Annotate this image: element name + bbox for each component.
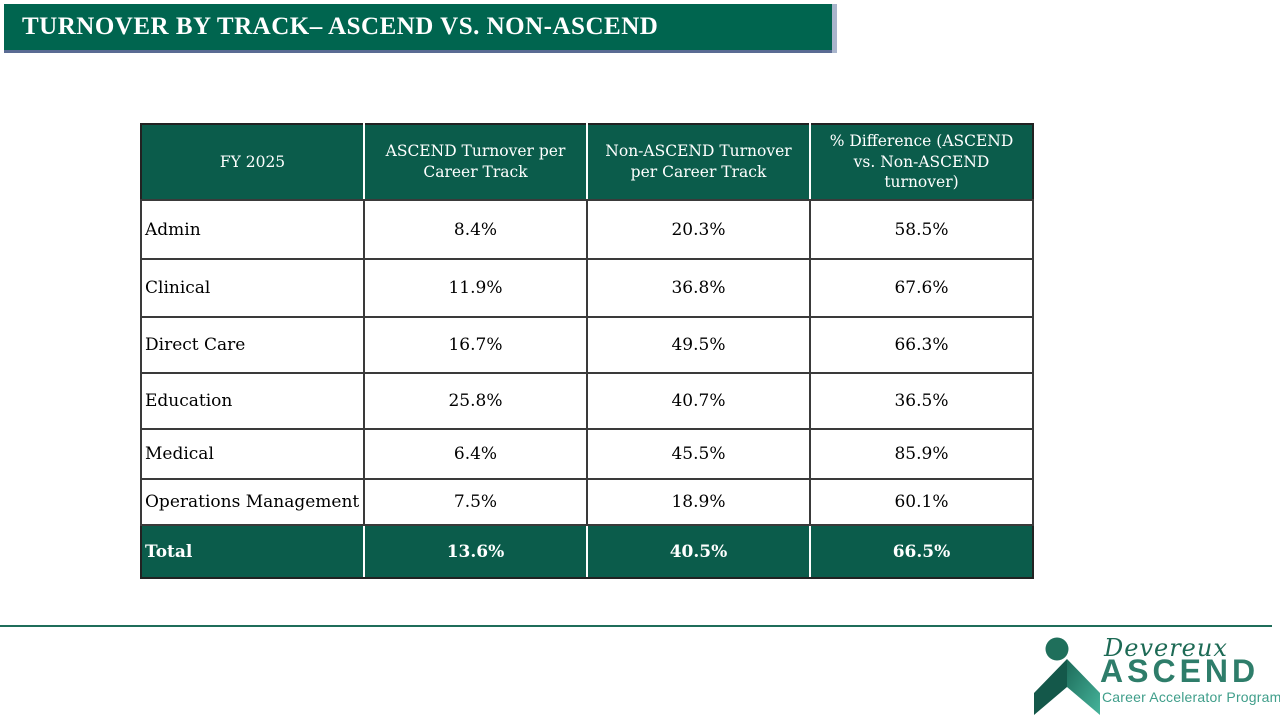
cell-total-label: Total	[140, 524, 365, 579]
logo-brand: Devereux	[1104, 634, 1228, 662]
cell-non-ascend-turnover: 36.8%	[586, 258, 811, 318]
table-header-row: FY 2025 ASCEND Turnover per Career Track…	[140, 123, 1034, 201]
table-row: Admin 8.4% 20.3% 58.5%	[140, 199, 1034, 260]
table-row: Medical 6.4% 45.5% 85.9%	[140, 428, 1034, 480]
cell-ascend-turnover: 25.8%	[363, 372, 588, 430]
cell-total-difference: 66.5%	[809, 524, 1034, 579]
cell-ascend-turnover: 7.5%	[363, 478, 588, 526]
table-total-row: Total 13.6% 40.5% 66.5%	[140, 524, 1034, 579]
cell-track: Admin	[140, 199, 365, 260]
ascend-person-icon	[1034, 637, 1100, 715]
cell-ascend-turnover: 8.4%	[363, 199, 588, 260]
cell-difference: 36.5%	[809, 372, 1034, 430]
cell-track: Clinical	[140, 258, 365, 318]
turnover-table-container: FY 2025 ASCEND Turnover per Career Track…	[140, 123, 1034, 579]
cell-non-ascend-turnover: 40.7%	[586, 372, 811, 430]
table-row: Operations Management 7.5% 18.9% 60.1%	[140, 478, 1034, 526]
cell-difference: 67.6%	[809, 258, 1034, 318]
cell-ascend-turnover: 16.7%	[363, 316, 588, 374]
cell-difference: 66.3%	[809, 316, 1034, 374]
footer-divider-line	[0, 625, 1272, 627]
cell-non-ascend-turnover: 45.5%	[586, 428, 811, 480]
cell-total-non-ascend: 40.5%	[586, 524, 811, 579]
logo-tagline: Career Accelerator Program	[1102, 689, 1280, 705]
cell-non-ascend-turnover: 18.9%	[586, 478, 811, 526]
table-row: Direct Care 16.7% 49.5% 66.3%	[140, 316, 1034, 374]
devereux-ascend-logo: Devereux ASCEND Career Accelerator Progr…	[1032, 631, 1280, 719]
cell-track: Direct Care	[140, 316, 365, 374]
logo-program: ASCEND	[1100, 653, 1260, 689]
cell-track: Education	[140, 372, 365, 430]
cell-ascend-turnover: 11.9%	[363, 258, 588, 318]
turnover-table: FY 2025 ASCEND Turnover per Career Track…	[140, 123, 1034, 579]
cell-track: Operations Management	[140, 478, 365, 526]
cell-difference: 85.9%	[809, 428, 1034, 480]
table-row: Education 25.8% 40.7% 36.5%	[140, 372, 1034, 430]
cell-total-ascend: 13.6%	[363, 524, 588, 579]
cell-non-ascend-turnover: 49.5%	[586, 316, 811, 374]
column-header-non-ascend-turnover: Non-ASCEND Turnover per Career Track	[586, 123, 811, 201]
column-header-difference: % Difference (ASCEND vs. Non-ASCEND turn…	[809, 123, 1034, 201]
cell-track: Medical	[140, 428, 365, 480]
slide-title: TURNOVER BY TRACK– ASCEND VS. NON-ASCEND	[22, 13, 659, 40]
cell-non-ascend-turnover: 20.3%	[586, 199, 811, 260]
slide-title-banner: TURNOVER BY TRACK– ASCEND VS. NON-ASCEND	[4, 4, 832, 53]
table-row: Clinical 11.9% 36.8% 67.6%	[140, 258, 1034, 318]
column-header-fy2025: FY 2025	[140, 123, 365, 201]
cell-difference: 58.5%	[809, 199, 1034, 260]
cell-difference: 60.1%	[809, 478, 1034, 526]
cell-ascend-turnover: 6.4%	[363, 428, 588, 480]
column-header-ascend-turnover: ASCEND Turnover per Career Track	[363, 123, 588, 201]
